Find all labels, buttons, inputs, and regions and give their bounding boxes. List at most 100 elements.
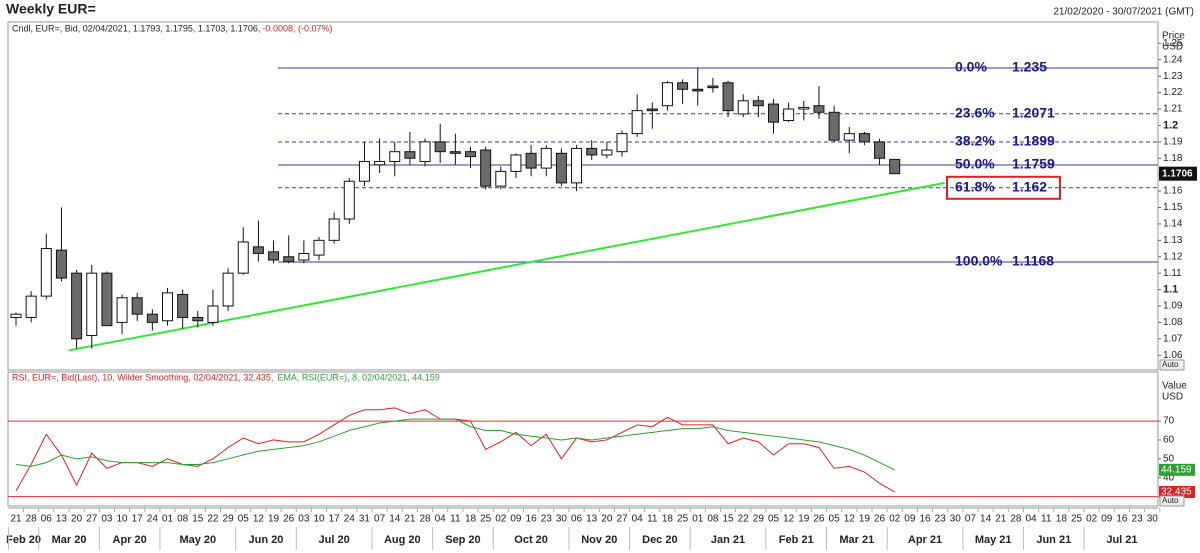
axis-label: USD [1162,42,1183,53]
fib-percent: 38.2% [955,133,995,149]
y-tick-label: 1.23 [1163,71,1183,82]
week-label: 03 [298,514,310,525]
week-label: 22 [738,514,750,525]
fib-price: 1.1899 [1012,133,1055,149]
candle-body [449,151,461,154]
candle-body [162,292,173,322]
week-label: 11 [647,514,658,525]
week-label: 30 [1147,514,1159,525]
candle-body [374,161,386,166]
candle-body [419,141,431,163]
y-tick-label: 1.08 [1163,317,1183,328]
candle-body [571,147,583,184]
week-label: 19 [798,514,810,525]
last-value: 44.159 [1161,464,1192,475]
week-label: 07 [374,514,386,525]
week-label: 28 [26,514,38,525]
month-label: Jun 21 [1036,534,1071,546]
fib-percent: 100.0% [955,253,1003,269]
candle-body [752,100,764,107]
y-tick-label: 60 [1163,435,1175,446]
y-tick-label: 1.15 [1163,202,1183,213]
week-label: 16 [1116,514,1128,525]
y-tick-label: 1.2 [1163,119,1178,131]
candle-body [813,105,825,113]
week-label: 16 [526,514,538,525]
month-label: Apr 21 [908,534,942,546]
rsi-panel [7,371,1159,507]
candle-body [55,249,67,279]
candle-body [616,133,628,153]
candle-body [495,170,507,187]
week-label: 09 [1101,514,1113,525]
week-label: 01 [162,514,174,525]
candle-body [874,141,886,159]
week-label: 24 [147,514,159,525]
candle-body [540,147,552,169]
month-label: Mar 21 [839,534,874,546]
month-label: May 21 [975,534,1012,546]
candle-body [25,295,37,318]
week-label: 18 [465,514,477,525]
week-label: 30 [950,514,962,525]
candle-body [768,103,779,123]
y-tick-label: 1.18 [1163,153,1183,164]
week-label: 05 [238,514,250,525]
y-tick-label: 1.16 [1163,186,1183,197]
auto-label: Auto [1162,360,1179,369]
week-label: 12 [253,514,265,525]
week-label: 12 [844,514,856,525]
y-tick-label: 1.11 [1163,268,1182,279]
fib-price: 1.2071 [1012,104,1055,120]
week-label: 14 [389,514,401,525]
y-tick-label: 1.12 [1163,251,1183,262]
candle-body [722,82,734,112]
legend-entry: EMA, RSI(EUR=), 8, 02/04/2021, 44.159 [277,372,439,382]
month-label: Jan 21 [711,534,745,546]
candle-body [480,149,492,187]
month-label: Dec 20 [642,534,677,546]
week-label: 14 [980,514,992,525]
candle-body [10,313,22,318]
legend-change: -0.0008, (-0.07%) [262,23,332,33]
week-label: 27 [86,514,98,525]
week-label: 17 [329,514,341,525]
week-label: 20 [71,514,83,525]
week-label: 16 [919,514,931,525]
auto-button[interactable] [1159,359,1185,371]
week-label: 03 [101,514,113,525]
candle-body [177,293,189,318]
week-label: 28 [1010,514,1022,525]
fib-percent: 50.0% [955,156,995,172]
week-label: 25 [677,514,689,525]
candle-body [252,246,264,254]
week-label: 18 [662,514,674,525]
y-tick-label: 50 [1163,453,1175,464]
week-label: 07 [965,514,977,525]
candle-body [692,88,704,92]
axis-label: Value [1162,381,1187,392]
candle-body [343,180,355,220]
y-tick-label: 1.24 [1163,54,1183,65]
candle-body [858,133,870,143]
week-label: 26 [874,514,886,525]
candle-body [389,151,401,163]
candle-body [101,272,113,327]
candle-body [555,152,567,184]
week-label: 29 [753,514,765,525]
candle-body [146,313,158,323]
month-label: Feb 21 [779,534,814,546]
candle-body [601,149,613,156]
legend: Cndl, EUR=, Bid, 02/04/2021, 1.1793, 1.1… [12,23,260,33]
week-label: 26 [813,514,825,525]
week-label: 08 [177,514,189,525]
week-label: 04 [632,514,644,525]
candle-body [737,100,749,115]
candle-body [71,272,83,340]
candle-body [298,252,310,261]
auto-button[interactable] [1159,495,1185,507]
candle-body [207,305,219,323]
week-label: 21 [995,514,1007,525]
month-label: Aug 20 [384,534,421,546]
